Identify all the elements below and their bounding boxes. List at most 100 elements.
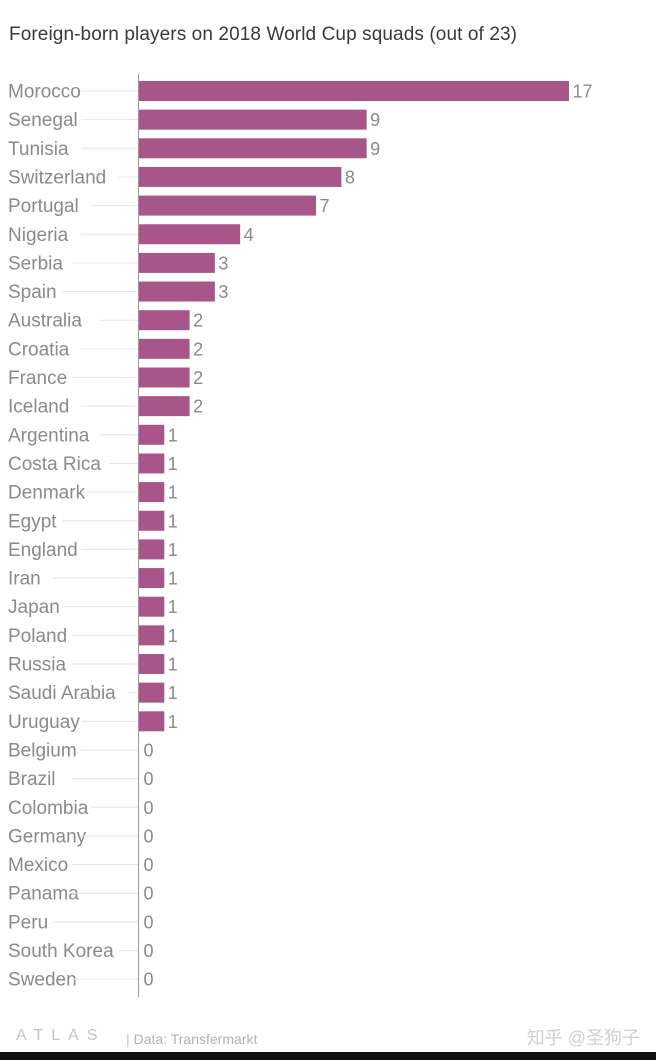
value-label: 2 [193, 339, 203, 359]
bar [139, 453, 165, 474]
bar-row-russia: Russia 1 [8, 654, 178, 676]
bar-row-poland: Poland 1 [8, 625, 178, 647]
category-label: Denmark [8, 483, 86, 504]
bar [139, 539, 165, 560]
category-label: Iran [8, 569, 41, 590]
bottom-bar [0, 1052, 656, 1060]
category-label: France [8, 368, 67, 389]
bar-row-senegal: Senegal 9 [8, 109, 380, 131]
value-label: 0 [144, 970, 154, 990]
bar-row-australia: Australia 2 [8, 310, 203, 332]
category-label: Senegal [8, 110, 78, 131]
bar [139, 81, 569, 101]
bar-row-brazil: Brazil 0 [8, 769, 154, 790]
value-label: 8 [345, 167, 355, 187]
category-label: Saudi Arabia [8, 683, 116, 704]
category-label: Costa Rica [8, 454, 101, 475]
value-label: 0 [144, 769, 154, 789]
bar [139, 482, 165, 503]
value-label: 1 [168, 483, 178, 503]
bar-row-germany: Germany 0 [8, 826, 154, 847]
bar-row-nigeria: Nigeria 4 [8, 224, 254, 246]
category-label: Iceland [8, 397, 69, 418]
bar [139, 510, 165, 531]
value-label: 9 [370, 139, 380, 159]
value-label: 1 [168, 540, 178, 560]
bar-row-france: France 2 [8, 367, 203, 389]
category-label: Peru [8, 912, 48, 933]
category-label: Russia [8, 655, 67, 676]
value-label: 0 [144, 912, 154, 932]
value-label: 1 [168, 425, 178, 445]
bar [139, 654, 165, 674]
bar [139, 195, 317, 216]
category-label: Colombia [8, 798, 89, 819]
bar-row-morocco: Morocco 17 [8, 81, 593, 103]
category-label: Switzerland [8, 167, 106, 188]
bar-row-colombia: Colombia 0 [8, 798, 154, 819]
category-label: Australia [8, 311, 82, 332]
source-text: Data: Transfermarkt [133, 1031, 258, 1047]
bar [139, 109, 367, 130]
bar-row-tunisia: Tunisia 9 [8, 138, 380, 160]
bar [139, 396, 190, 417]
value-label: 2 [193, 397, 203, 417]
category-label: Sweden [8, 970, 77, 991]
value-label: 0 [144, 826, 154, 846]
value-label: 4 [244, 225, 254, 245]
value-label: 0 [144, 941, 154, 961]
bar [139, 596, 165, 617]
bar-row-belgium: Belgium 0 [8, 740, 154, 761]
category-label: England [8, 540, 78, 561]
bar-row-mexico: Mexico 0 [8, 855, 154, 876]
category-label: Japan [8, 597, 60, 618]
category-label: Brazil [8, 769, 56, 790]
value-label: 9 [370, 110, 380, 130]
bar [139, 625, 165, 646]
category-label: Mexico [8, 855, 68, 876]
bar [139, 711, 165, 732]
category-label: South Korea [8, 941, 114, 962]
bar-row-portugal: Portugal 7 [8, 195, 330, 217]
chart-title: Foreign-born players on 2018 World Cup s… [9, 24, 518, 45]
bar-row-spain: Spain 3 [8, 281, 228, 303]
bar-row-switzerland: Switzerland 8 [8, 166, 355, 188]
bar [139, 424, 165, 445]
bar-row-serbia: Serbia 3 [8, 252, 228, 274]
bar-row-iran: Iran 1 [8, 568, 178, 590]
bar-row-peru: Peru 0 [8, 912, 154, 933]
value-label: 0 [144, 855, 154, 875]
category-label: Uruguay [8, 712, 80, 733]
bar [139, 166, 342, 187]
bar [139, 138, 367, 159]
bar-row-argentina: Argentina 1 [8, 424, 178, 446]
category-label: Morocco [8, 82, 81, 103]
value-label: 1 [168, 569, 178, 589]
value-label: 1 [168, 655, 178, 675]
category-label: Egypt [8, 511, 57, 532]
bar-row-panama: Panama 0 [8, 884, 154, 905]
category-label: Poland [8, 626, 67, 647]
bar-row-saudi-arabia: Saudi Arabia 1 [8, 682, 178, 704]
bar-row-england: England 1 [8, 539, 178, 561]
category-label: Nigeria [8, 225, 69, 246]
data-source: | Data: Transfermarkt [126, 1031, 257, 1047]
bar-row-costa-rica: Costa Rica 1 [8, 453, 178, 475]
category-label: Panama [8, 884, 79, 905]
bar-row-denmark: Denmark 1 [8, 482, 178, 504]
value-label: 1 [168, 626, 178, 646]
bar [139, 682, 165, 703]
value-label: 0 [144, 798, 154, 818]
bar [139, 281, 215, 302]
bar-row-croatia: Croatia 2 [8, 338, 203, 360]
category-label: Argentina [8, 425, 90, 446]
category-label: Belgium [8, 740, 77, 761]
bar [139, 310, 190, 331]
bar [139, 252, 215, 273]
value-label: 1 [168, 683, 178, 703]
category-label: Spain [8, 282, 57, 303]
value-label: 1 [168, 712, 178, 732]
value-label: 2 [193, 311, 203, 331]
value-label: 2 [193, 368, 203, 388]
